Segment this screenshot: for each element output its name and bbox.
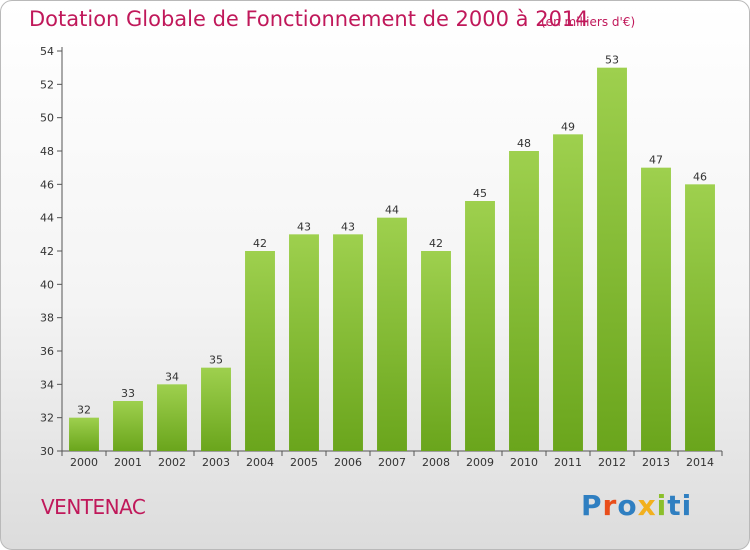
bar [421,251,451,451]
bar-value-label: 47 [649,154,663,167]
bar-value-label: 45 [473,187,487,200]
x-tick-label: 2010 [510,456,538,469]
y-tick-label: 34 [40,378,54,391]
x-tick-label: 2001 [114,456,142,469]
x-tick-label: 2008 [422,456,450,469]
bar-value-label: 48 [517,137,531,150]
bar [553,134,583,452]
bar [333,234,363,451]
y-tick-label: 42 [40,245,54,258]
x-tick-label: 2012 [598,456,626,469]
bar-value-label: 33 [121,387,135,400]
bar-value-label: 46 [693,170,707,183]
logo-letter: o [617,489,638,522]
logo-letter: r [602,489,618,522]
y-tick-label: 52 [40,78,54,91]
chart-title: Dotation Globale de Fonctionnement de 20… [29,7,589,31]
x-tick-label: 2000 [70,456,98,469]
y-tick-label: 32 [40,412,54,425]
x-tick-label: 2011 [554,456,582,469]
bar-value-label: 43 [297,220,311,233]
x-tick-label: 2007 [378,456,406,469]
y-tick-label: 40 [40,278,54,291]
logo-letter: x [637,489,657,522]
y-tick-label: 36 [40,345,54,358]
x-tick-label: 2005 [290,456,318,469]
bar [377,217,407,451]
y-tick-label: 46 [40,178,54,191]
bar [641,167,671,451]
bar-value-label: 32 [77,404,91,417]
logo-letter: i [681,489,693,522]
y-tick-label: 44 [40,212,54,225]
bar [685,184,715,452]
x-tick-label: 2013 [642,456,670,469]
bar-value-label: 42 [429,237,443,250]
x-tick-label: 2014 [686,456,714,469]
y-tick-label: 54 [40,45,54,58]
bar [157,384,187,451]
bar [509,151,539,451]
bar-value-label: 43 [341,220,355,233]
x-tick-label: 2002 [158,456,186,469]
bar [113,401,143,451]
y-tick-label: 38 [40,312,54,325]
chart-subtitle: (en milliers d'€) [541,15,636,29]
bar-value-label: 34 [165,370,179,383]
bar [201,367,231,451]
y-tick-label: 50 [40,112,54,125]
x-tick-label: 2004 [246,456,274,469]
y-tick-label: 30 [40,445,54,458]
bar [597,67,627,452]
bar-value-label: 35 [209,354,223,367]
x-tick-label: 2009 [466,456,494,469]
proxiti-logo: Proxiti [581,489,692,522]
bar-value-label: 49 [561,120,575,133]
logo-letter: P [581,489,603,522]
x-tick-label: 2003 [202,456,230,469]
bars-group: 32 33 34 35 42 43 43 44 42 45 48 49 53 47 46 [69,54,715,452]
bar [289,234,319,451]
bar [465,201,495,451]
y-tick-label: 48 [40,145,54,158]
town-name: VENTENAC [41,495,146,519]
logo-letter: t [667,489,682,522]
bar-value-label: 42 [253,237,267,250]
logo-letter: i [656,489,668,522]
bar [245,251,275,451]
bar-value-label: 44 [385,204,399,217]
bar-value-label: 53 [605,54,619,67]
bar [69,417,99,451]
x-tick-label: 2006 [334,456,362,469]
